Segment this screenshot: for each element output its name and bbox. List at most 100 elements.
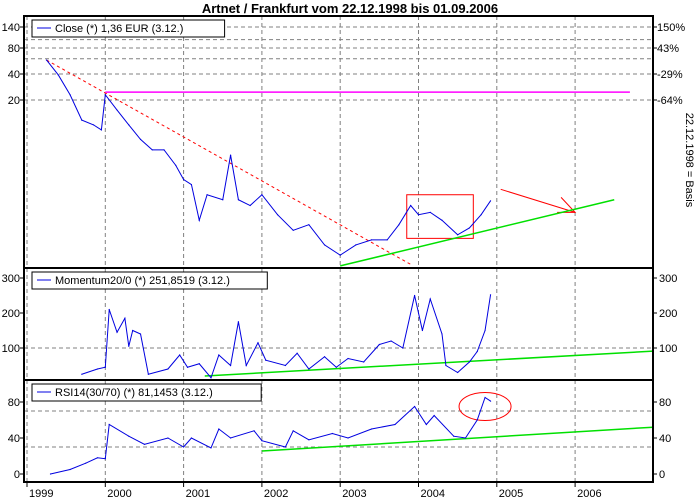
- data-point: [100, 129, 102, 131]
- data-point: [167, 368, 169, 370]
- y-tick-label: 80: [8, 43, 20, 55]
- data-point: [96, 457, 99, 459]
- data-point: [433, 414, 435, 417]
- y-tick-label-right: 40: [659, 433, 671, 445]
- data-point: [457, 371, 459, 374]
- x-tick-label: 2006: [577, 488, 601, 500]
- data-point: [308, 224, 310, 226]
- data-point: [210, 377, 212, 379]
- y-tick-label: 0: [14, 469, 20, 481]
- data-point: [489, 400, 492, 402]
- data-point: [218, 428, 220, 430]
- x-tick-label: 2003: [342, 488, 366, 500]
- data-point: [175, 164, 177, 166]
- series-line: [46, 59, 491, 256]
- data-point: [417, 214, 420, 216]
- data-point: [370, 239, 373, 241]
- data-point: [229, 437, 232, 439]
- data-point: [81, 119, 83, 121]
- data-point: [378, 343, 380, 346]
- y-tick-label-right: 200: [659, 308, 677, 320]
- data-point: [347, 357, 349, 360]
- data-point: [198, 363, 200, 365]
- data-point: [229, 364, 232, 367]
- data-point: [284, 364, 286, 367]
- y-tick-label: 200: [2, 308, 20, 320]
- highlight-ellipse: [458, 392, 512, 421]
- y-tick-label: 140: [2, 22, 20, 34]
- data-point: [163, 149, 165, 151]
- data-point: [183, 446, 185, 448]
- downtrend-line: [46, 59, 411, 265]
- x-tick-label: 2000: [107, 488, 131, 500]
- series-line: [81, 294, 492, 379]
- data-point: [229, 154, 232, 156]
- data-point: [257, 342, 259, 344]
- percent-tick-label: 43%: [657, 43, 679, 55]
- data-point: [421, 329, 424, 332]
- data-point: [49, 473, 52, 475]
- data-point: [104, 366, 106, 368]
- data-point: [167, 437, 169, 439]
- data-point: [335, 366, 337, 368]
- panel-frame: [23, 15, 654, 269]
- uptrend-line: [204, 350, 654, 377]
- data-point: [480, 214, 482, 216]
- legend-label: Momentum20/0 (*) 251,8519 (3.12.): [55, 275, 230, 287]
- data-point: [116, 109, 118, 111]
- data-point: [69, 468, 71, 471]
- data-point: [441, 333, 443, 335]
- data-point: [445, 364, 447, 367]
- y-tick-label: 80: [8, 397, 20, 409]
- data-point: [476, 419, 478, 421]
- data-point: [265, 359, 267, 361]
- data-point: [222, 199, 224, 201]
- panel-frame: [23, 379, 654, 483]
- data-point: [261, 194, 263, 196]
- data-point: [249, 204, 251, 207]
- data-point: [261, 440, 263, 442]
- data-point: [69, 94, 71, 96]
- percent-tick-label: -64%: [657, 95, 683, 107]
- data-point: [331, 432, 333, 435]
- highlight-box: [406, 194, 474, 239]
- data-point: [292, 229, 294, 231]
- data-point: [183, 178, 185, 181]
- data-point: [81, 373, 83, 375]
- data-point: [92, 124, 95, 126]
- forecast-arrow: [500, 188, 576, 213]
- y-tick-label: 100: [2, 343, 20, 355]
- data-point: [476, 350, 478, 353]
- data-point: [253, 430, 255, 432]
- data-point: [198, 219, 200, 221]
- data-point: [104, 458, 106, 460]
- data-point: [108, 423, 110, 426]
- chart-title: Artnet / Frankfurt vom 22.12.1998 bis 01…: [202, 1, 498, 16]
- data-point: [489, 294, 492, 296]
- data-point: [398, 224, 400, 226]
- x-tick-label: 2004: [421, 488, 445, 500]
- data-point: [402, 347, 404, 349]
- data-point: [139, 138, 142, 140]
- y-tick-label-right: 100: [659, 343, 677, 355]
- y-tick-label-right: 300: [659, 273, 677, 285]
- percent-tick-label: 150%: [657, 22, 685, 34]
- data-point: [139, 333, 142, 335]
- data-point: [284, 446, 286, 448]
- data-point: [210, 447, 212, 449]
- data-point: [323, 244, 326, 246]
- y-tick-label: 300: [2, 273, 20, 285]
- y-tick-label-right: 0: [659, 469, 665, 481]
- data-point: [429, 298, 431, 300]
- data-point: [468, 361, 470, 363]
- uptrend-line: [261, 426, 654, 452]
- data-point: [413, 294, 416, 297]
- data-point: [296, 352, 298, 354]
- data-point: [190, 183, 193, 186]
- data-point: [370, 428, 373, 430]
- series-line: [50, 396, 491, 475]
- data-point: [85, 462, 87, 464]
- data-point: [410, 204, 412, 207]
- data-point: [308, 439, 310, 441]
